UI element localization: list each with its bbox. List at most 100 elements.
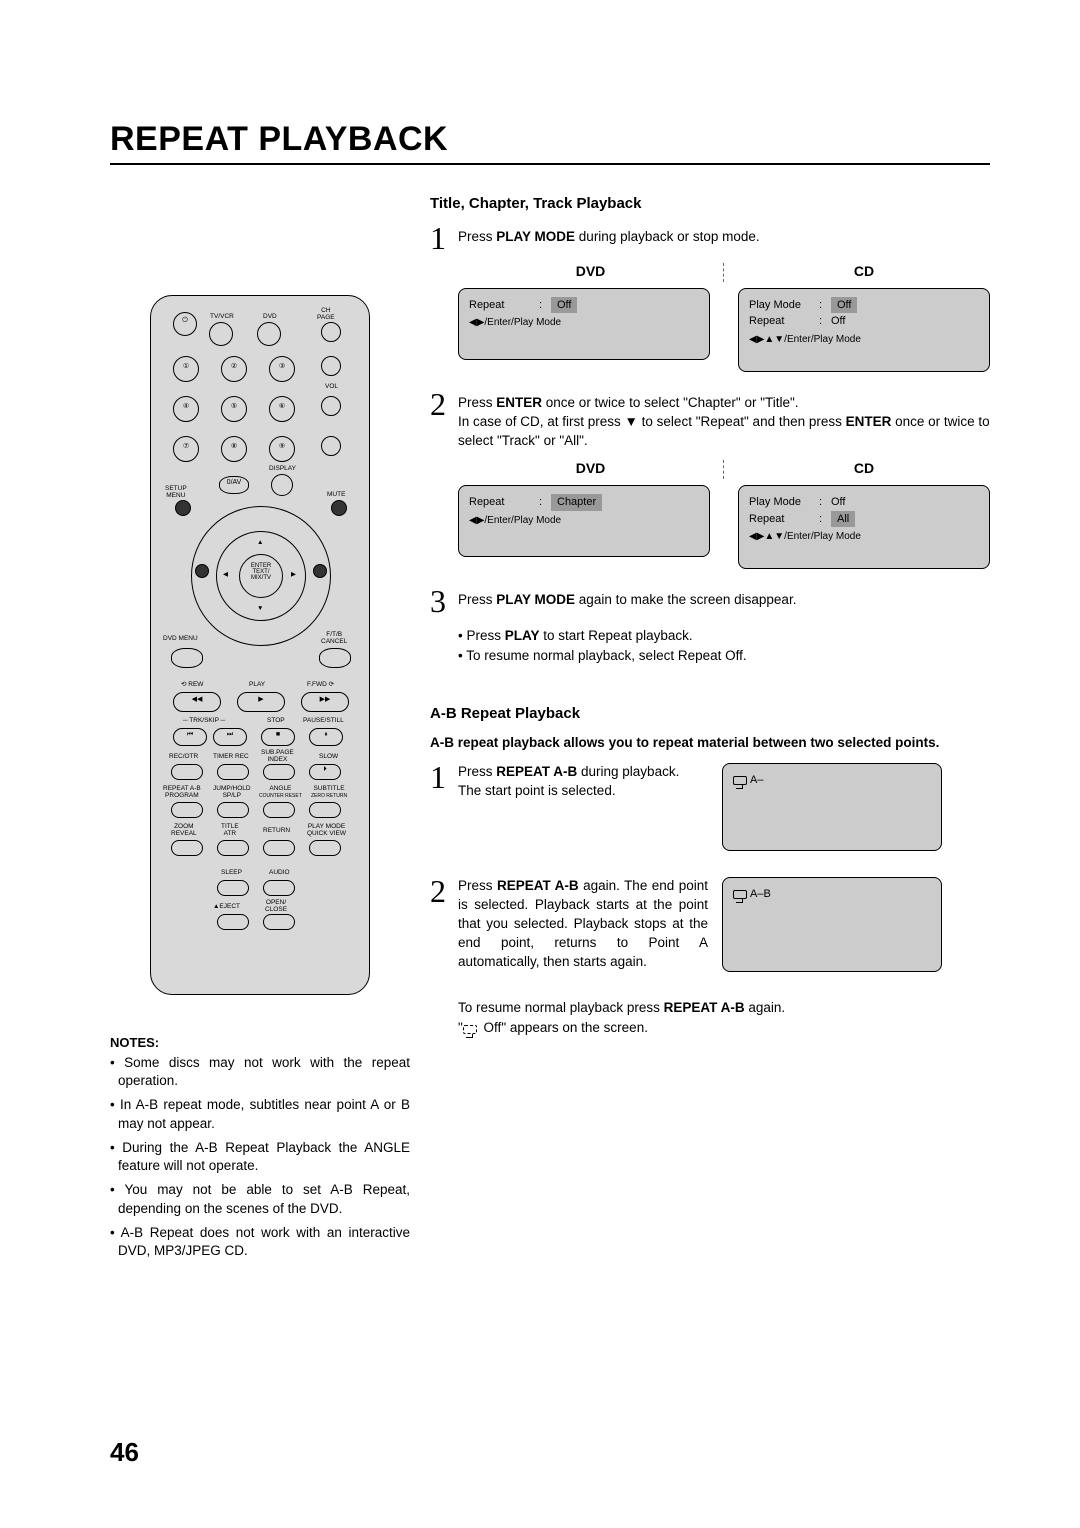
repeat-icon (463, 1025, 477, 1034)
bold: ENTER (846, 414, 892, 429)
dpad-setup-dot (175, 500, 191, 516)
bullet: To resume normal playback, select Repeat… (458, 646, 990, 666)
jump-label: JUMP/HOLDSP/LP (213, 786, 251, 799)
section2-heading: A-B Repeat Playback (430, 705, 990, 722)
text: again. (579, 878, 620, 893)
osd-cd-title: CD (738, 263, 990, 282)
ab-step1-text: Press REPEAT A-B during playback. The st… (458, 763, 708, 851)
page-title: REPEAT PLAYBACK (110, 120, 990, 165)
skipfwd-button: ⏭ (213, 728, 247, 746)
pause-button: ⏸ (309, 728, 343, 746)
volup-button (321, 396, 341, 416)
osd-val: Chapter (551, 494, 602, 511)
ab-step-1-row: 1 Press REPEAT A-B during playback. The … (430, 763, 990, 851)
ftb-label: F/T/BCANCEL (321, 632, 347, 645)
osd-val: All (831, 511, 855, 528)
playmode-button (309, 840, 341, 856)
repeatab-button (171, 802, 203, 818)
eject-label: ▲EJECT (213, 904, 240, 911)
ab-step2-text: Press REPEAT A-B again. The end point is… (458, 877, 708, 971)
cancel-button (319, 648, 351, 668)
osd-cd-title: CD (738, 460, 990, 479)
text: again to make the screen disappear. (575, 592, 796, 607)
zoom-label: ZOOMREVEAL (171, 824, 197, 837)
right-arrow: ▶ (291, 572, 296, 579)
step-body: Press PLAY MODE again to make the screen… (458, 587, 990, 616)
vol-label: VOL (325, 384, 338, 391)
display-button (271, 474, 293, 496)
text: once or twice to select "Chapter" or "Ti… (542, 395, 799, 410)
timerrec-label: TIMER REC (213, 754, 249, 761)
up-arrow: ▲ (257, 540, 263, 547)
sleep-button (217, 880, 249, 896)
step-number: 3 (430, 587, 458, 616)
repeat-icon (733, 776, 747, 785)
rew-label: ⟲ REW (181, 682, 203, 689)
section2-intro: A-B repeat playback allows you to repeat… (430, 734, 990, 753)
text: In case of CD, at first press ▼ to selec… (458, 414, 846, 429)
step-3: 3 Press PLAY MODE again to make the scre… (430, 587, 990, 616)
note-item: During the A-B Repeat Playback the ANGLE… (110, 1139, 410, 1175)
osd-key: Repeat (749, 313, 819, 330)
audio-button (263, 880, 295, 896)
osd-dvd-col: DVD Repeat:Chapter ◀▶/Enter/Play Mode (458, 460, 710, 569)
tvvcr-label: TV/VCR (210, 314, 234, 321)
dvd-label: DVD (263, 314, 277, 321)
osd-cd-col: CD Play Mode:Off Repeat:All ◀▶▲▼/Enter/P… (738, 460, 990, 569)
note-item: Some discs may not work with the repeat … (110, 1054, 410, 1090)
play-button: ▶ (237, 692, 285, 712)
text: Press (458, 395, 496, 410)
dpad-l-dot (195, 564, 209, 578)
osd-key: Repeat (469, 297, 539, 314)
num-2: ② (221, 356, 247, 382)
osd-val: Off (551, 297, 577, 314)
osd-dvd-col: DVD Repeat:Off ◀▶/Enter/Play Mode (458, 263, 710, 372)
step-number: 1 (430, 763, 458, 851)
osd-key: Play Mode (749, 297, 819, 314)
down-arrow: ▼ (257, 606, 263, 613)
left-arrow: ◀ (223, 572, 228, 579)
ab-step-2-row: 2 Press REPEAT A-B again. The end point … (430, 877, 990, 971)
timer-button (217, 764, 249, 780)
playmode-label: PLAY MODEQUICK VIEW (307, 824, 346, 837)
subtitle-label: SUBTITLEZERO RETURN (311, 786, 347, 799)
dpad-mute-dot (331, 500, 347, 516)
note-item: You may not be able to set A-B Repeat, d… (110, 1181, 410, 1217)
osd-dvd-title: DVD (458, 460, 724, 479)
osd-cd-box: Play Mode:Off Repeat:Off ◀▶▲▼/Enter/Play… (738, 288, 990, 372)
notes-list: Some discs may not work with the repeat … (110, 1054, 410, 1260)
pause-label: PAUSE/STILL (303, 718, 344, 725)
bold: REPEAT A-B (496, 764, 577, 779)
text: " appears on the screen. (501, 1020, 648, 1035)
bullet: Press PLAY to start Repeat playback. (458, 626, 990, 646)
step3-bullets: Press PLAY to start Repeat playback. To … (458, 626, 990, 665)
osd-cd-col: CD Play Mode:Off Repeat:Off ◀▶▲▼/Enter/P… (738, 263, 990, 372)
bold: ENTER (496, 395, 542, 410)
title-button (217, 840, 249, 856)
ffwd-label: F.FWD ⟳ (307, 682, 334, 689)
dvdmenu-label: DVD MENU (163, 636, 198, 643)
angle-button (263, 802, 295, 818)
trk-label: ─ TRK/SKIP ─ (183, 718, 225, 725)
osd-dvd-title: DVD (458, 263, 724, 282)
osd-foot: ◀▶/Enter/Play Mode (469, 315, 699, 330)
osd-val: Off (831, 313, 845, 330)
open-label: OPEN/CLOSE (265, 900, 287, 913)
step-number: 1 (430, 224, 458, 253)
osd-foot: ◀▶▲▼/Enter/Play Mode (749, 529, 979, 544)
audio-label: AUDIO (269, 870, 290, 877)
step-body: Press PLAY MODE during playback or stop … (458, 224, 990, 253)
text: during playback or stop mode. (575, 229, 760, 244)
step-2: 2 Press ENTER once or twice to select "C… (430, 390, 990, 451)
osd-val: Off (831, 297, 857, 314)
chdn-button (321, 356, 341, 376)
dvd-button (257, 322, 281, 346)
text: during playback. (577, 764, 679, 779)
rec-label: REC/OTR (169, 754, 198, 761)
bold: PLAY MODE (496, 592, 575, 607)
ab-osd-2: A–B (722, 877, 942, 971)
osd-key: Play Mode (749, 494, 819, 511)
subpage-label: SUB.PAGEINDEX (261, 750, 294, 763)
right-column: Title, Chapter, Track Playback 1 Press P… (410, 195, 990, 1266)
remote-illustration: ⏻ TV/VCR DVD CHPAGE ① ② ③ VOL ④ ⑤ ⑥ ⑦ ⑧ … (150, 295, 370, 995)
